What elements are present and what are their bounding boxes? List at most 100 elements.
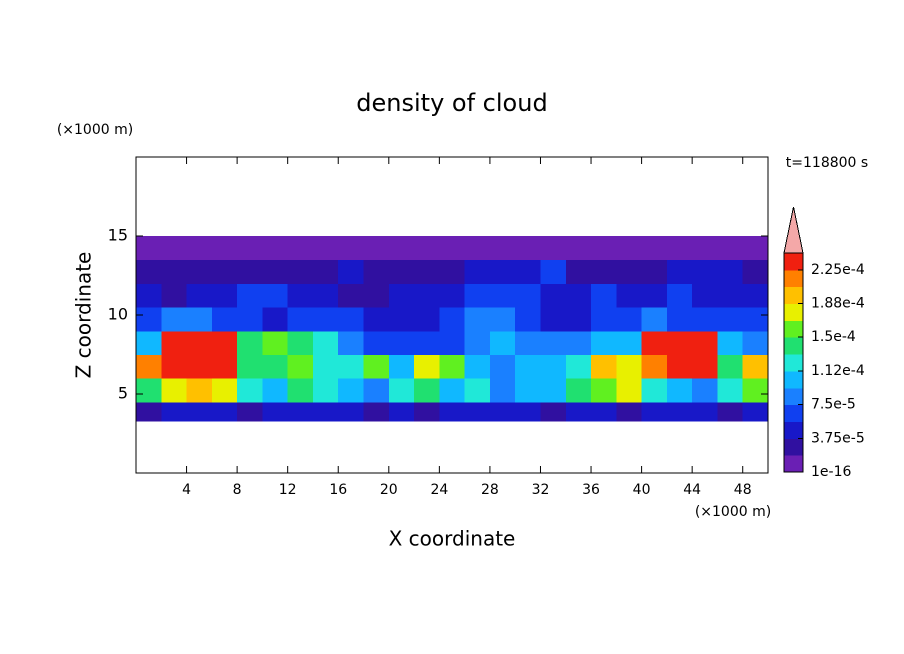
x-tick-label: 8 [233,482,242,498]
contour-cell [641,354,668,379]
contour-cell [211,283,238,308]
colorbar-band [784,320,803,338]
contour-cell [287,330,314,355]
contour-cell [237,401,263,422]
contour-cell [692,259,718,284]
contour-cell [464,354,491,379]
contour-cell [717,401,744,422]
contour-cell [591,307,617,332]
contour-cell [641,307,668,332]
contour-cell [692,330,718,355]
y-axis-label: Z coordinate [72,252,96,379]
colorbar-extension [783,206,804,254]
contour-cell [363,378,390,403]
contour-cell [312,307,339,332]
y-unit: (×1000 m) [57,122,133,138]
contour-cell [211,236,238,261]
colorbar: 1e-16 3.75e-5 7.5e-5 1.12e-4 1.5e-4 1.88e-4 2.… [783,206,865,480]
contour-cell [591,259,617,284]
contour-cell [616,236,643,261]
colorbar-tick-label: 1e-16 [811,464,851,480]
colorbar-band [784,354,803,372]
contour-cell [161,307,188,332]
colorbar-frame [783,252,804,473]
contour-cell [717,283,744,308]
contour-cell [414,354,440,379]
contour-cell [363,330,390,355]
contour-cell [363,401,390,422]
contour-cell [565,330,592,355]
contour-cell [338,236,365,261]
contour-cell [565,354,592,379]
contour-cell [641,259,668,284]
contour-cell [565,236,592,261]
contour-cell [616,354,643,379]
colorbar-band [784,286,803,305]
contour-cell [363,236,390,261]
contour-cell [312,259,339,284]
contour-cell [616,378,643,403]
contour-cell [591,236,617,261]
contour-cell [641,378,668,403]
contour-cell [237,236,263,261]
colorbar-band [784,370,803,389]
contour-cell [717,354,744,379]
contour-cell [540,330,567,355]
colorbar-band [784,455,803,473]
contour-cell [742,354,769,379]
contour-cell [742,378,769,403]
contour-cell [616,401,643,422]
contour-cell [262,307,289,332]
contour-cell [515,259,541,284]
contour-cell [338,307,365,332]
contour-cell [287,307,314,332]
contour-cell [616,330,643,355]
contour-cell [414,236,440,261]
contour-cell [312,401,339,422]
contour-cell [262,283,289,308]
contour-cell [464,378,491,403]
contour-cell [464,401,491,422]
colorbar-band [784,337,803,355]
contour-cell [540,378,567,403]
colorbar-tick-label: 1.5e-4 [811,329,856,345]
contour-cell [237,354,263,379]
contour-cell [237,307,263,332]
time-label: t=118800 s [786,155,868,171]
contour-cell [287,354,314,379]
contour-cell [717,378,744,403]
contour-cell [540,401,567,422]
contour-cell [666,354,693,379]
contour-cell [136,283,162,308]
x-tick-label: 4 [182,482,191,498]
colorbar-band [784,404,803,422]
contour-cell [186,236,213,261]
contour-cell [540,307,567,332]
contour-cell [312,378,339,403]
x-tick-label: 12 [279,482,297,498]
contour-cell [515,236,541,261]
contour-cell [666,401,693,422]
x-tick-label: 36 [582,482,600,498]
contour-cell [666,307,693,332]
contour-cell [489,401,516,422]
contour-cell [161,259,188,284]
contour-cell [136,307,162,332]
contour-cell [312,354,339,379]
colorbar-tick-label: 3.75e-5 [811,430,865,446]
contour-cell [540,259,567,284]
contour-cell [161,401,188,422]
contour-cell [262,330,289,355]
contour-cell [161,378,188,403]
y-tick-label: 5 [118,384,128,403]
contour-cell [641,236,668,261]
contour-cell [540,236,567,261]
contour-cell [262,259,289,284]
contour-cell [439,330,466,355]
contour-cell [211,401,238,422]
contour-cell [287,283,314,308]
contour-cell [489,378,516,403]
contour-cell [136,354,162,379]
